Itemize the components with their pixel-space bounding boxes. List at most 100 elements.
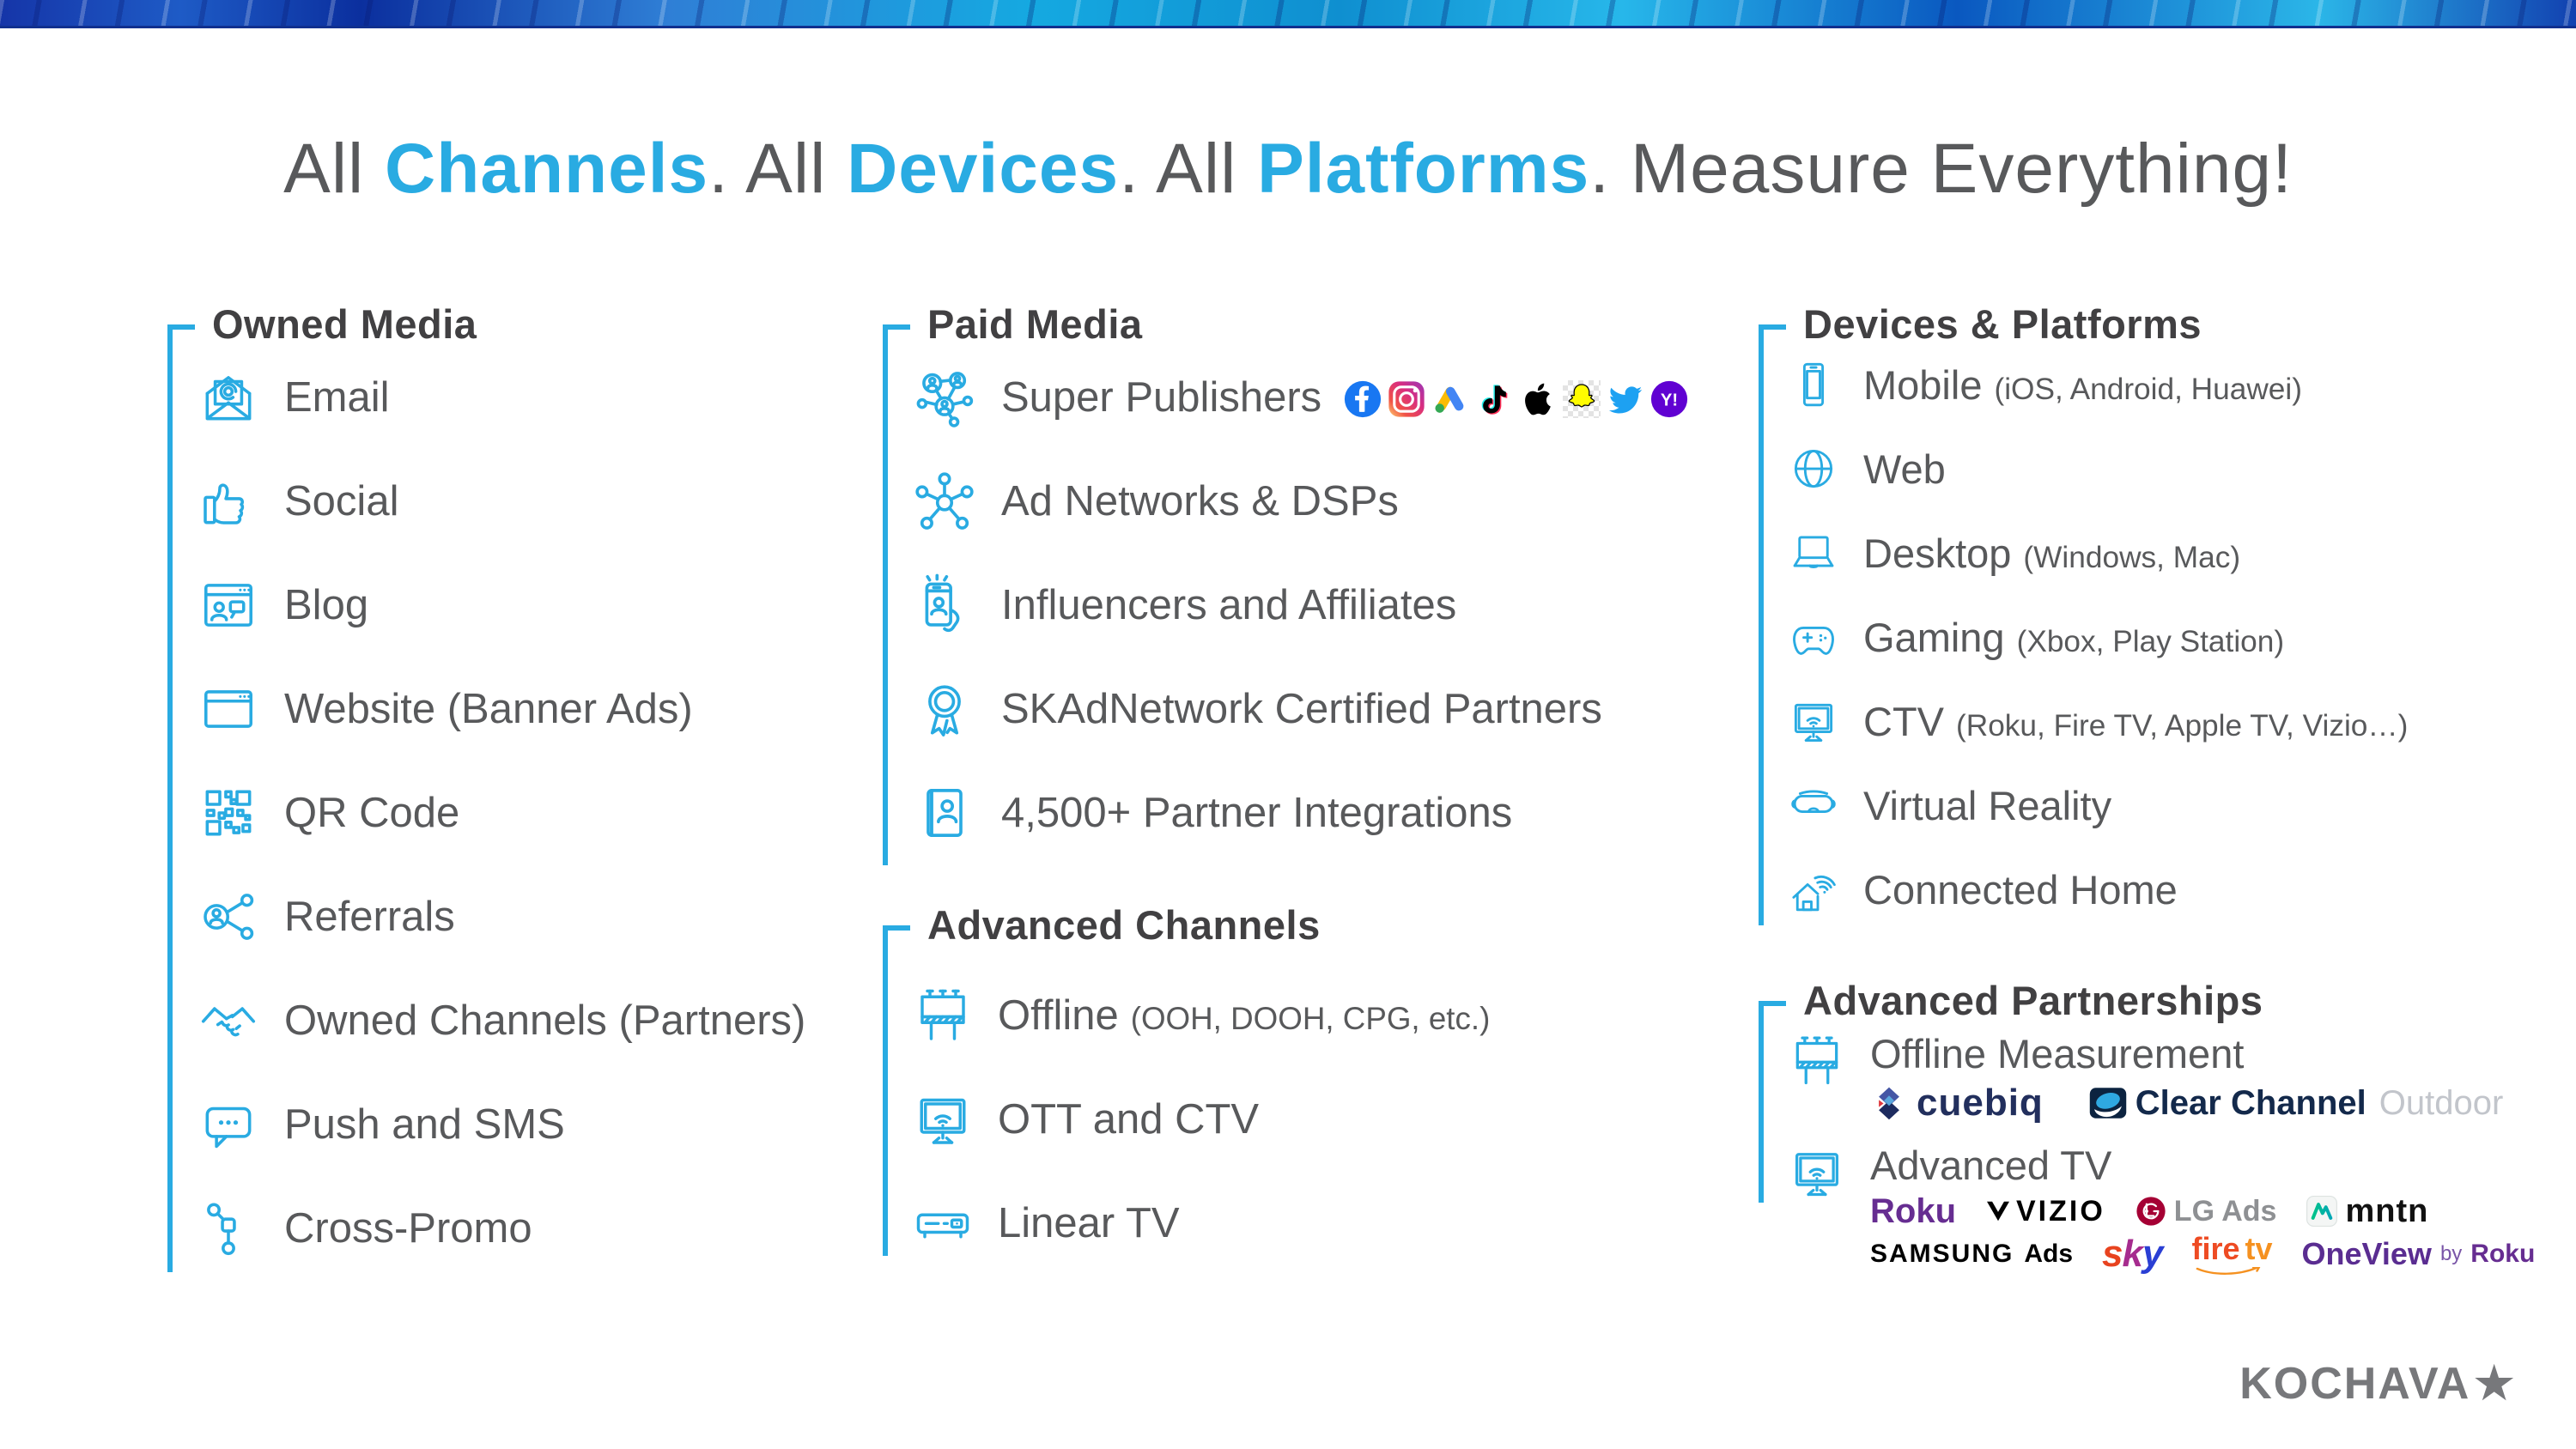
item-label-line: Offline (OOH, DOOH, CPG, etc.): [998, 991, 1490, 1040]
item-note: (iOS, Android, Huawei): [1994, 372, 2302, 406]
qr-code-icon: [197, 781, 260, 845]
item-note: (Roku, Fire TV, Apple TV, Vizio…): [1956, 708, 2409, 743]
section-paid-media: Paid Media Super Publishers Y! Ad Networks…: [883, 302, 1688, 865]
item-body: Cross-Promo: [284, 1204, 532, 1252]
billboard-icon: [912, 985, 974, 1046]
item-label: Ad Networks & DSPs: [1001, 477, 1399, 524]
cuebiq-logo: cuebiq: [1870, 1082, 2044, 1125]
item-body: 4,500+ Partner Integrations: [1001, 789, 1512, 837]
twitter-icon: [1607, 380, 1644, 418]
samsung-ads-logo-text: Ads: [2024, 1240, 2074, 1268]
list-item: Offline (OOH, DOOH, CPG, etc.): [912, 963, 1490, 1067]
smart-home-icon: [1788, 864, 1839, 915]
item-label-line: Super Publishers Y!: [1001, 373, 1688, 421]
item-label: Influencers and Affiliates: [1001, 581, 1457, 628]
item-note: (Windows, Mac): [2023, 540, 2241, 574]
brand-icons-row: Y!: [1344, 379, 1688, 418]
tv-wifi-icon: [912, 1088, 974, 1150]
section-title: Owned Media: [212, 301, 477, 347]
title-text: . All: [708, 130, 848, 208]
list-item: SKAdNetwork Certified Partners: [912, 657, 1688, 761]
item-body: Email: [284, 373, 390, 421]
list-item: Blog: [197, 553, 805, 657]
item-body: Connected Home: [1863, 866, 2178, 913]
mntn-logo-text: mntn: [2345, 1192, 2429, 1229]
item-label: Offline Measurement: [1870, 1030, 2245, 1076]
list-item: Ad Networks & DSPs: [912, 449, 1688, 553]
item-label: Push and SMS: [284, 1100, 565, 1148]
item-label: Linear TV: [998, 1199, 1180, 1246]
item-body: Virtual Reality: [1863, 782, 2111, 829]
item-label: Blog: [284, 581, 369, 628]
item-body: Mobile (iOS, Android, Huawei): [1863, 361, 2302, 409]
item-label-line: Virtual Reality: [1863, 782, 2111, 829]
item-note: (OOH, DOOH, CPG, etc.): [1130, 1000, 1491, 1036]
items-list: Email Social Blog Website (Banner Ads) QR Co…: [197, 345, 805, 1280]
list-item: Mobile (iOS, Android, Huawei): [1788, 343, 2408, 427]
section-advanced-channels: Advanced Channels Offline (OOH, DOOH, CPG…: [883, 902, 1552, 1256]
lg-ads-logo: LG Ads: [2135, 1194, 2277, 1228]
item-label-line: Gaming (Xbox, Play Station): [1863, 614, 2284, 661]
item-body: QR Code: [284, 789, 459, 837]
svg-text:Y!: Y!: [1661, 391, 1678, 409]
list-item: Gaming (Xbox, Play Station): [1788, 595, 2408, 679]
thumbs-up-icon: [197, 470, 260, 533]
page-title: All Channels. All Devices. All Platforms…: [0, 129, 2576, 209]
title-keyword: Channels: [385, 130, 709, 208]
list-item: Connected Home: [1788, 847, 2408, 931]
instagram-icon: [1388, 380, 1425, 418]
items-list: Super Publishers Y! Ad Networks & DSPs Infl…: [912, 345, 1688, 864]
item-body: Desktop (Windows, Mac): [1863, 530, 2240, 577]
samsung-ads-logo: SAMSUNG Ads: [1870, 1240, 2073, 1269]
item-label-line: OTT and CTV: [998, 1095, 1259, 1143]
item-body: OTT and CTV: [998, 1095, 1259, 1143]
title-keyword: Platforms: [1257, 130, 1590, 208]
vizio-emblem-icon: [1985, 1200, 2011, 1222]
list-item: Offline Measurement cuebiq Clear Channel Ou…: [1788, 1028, 2535, 1128]
item-label-line: Owned Channels (Partners): [284, 997, 805, 1045]
tiktok-icon: [1475, 380, 1513, 418]
item-label: Offline: [998, 991, 1119, 1039]
kochava-wordmark: KOCHAVA: [2239, 1359, 2471, 1409]
section-title: Advanced Channels: [927, 902, 1321, 948]
influencer-icon: [912, 573, 977, 638]
item-body: Blog: [284, 581, 368, 629]
item-label: Gaming: [1863, 614, 2005, 660]
clear-channel-outdoor-emblem-icon: [2088, 1086, 2128, 1120]
oneview-logo-text: by: [2439, 1242, 2463, 1265]
bracket-line: [1759, 324, 1786, 925]
billboard-icon: [1788, 1032, 1846, 1090]
roku-logo: Roku: [1870, 1192, 1956, 1231]
item-label: 4,500+ Partner Integrations: [1001, 789, 1513, 836]
list-item: Web: [1788, 427, 2408, 511]
item-body: Offline Measurement cuebiq Clear Channel Ou…: [1870, 1028, 2503, 1128]
award-icon: [912, 676, 977, 742]
item-body: Linear TV: [998, 1199, 1180, 1247]
bracket-line: [1759, 1001, 1786, 1203]
cuebiq-emblem-icon: [1870, 1084, 1908, 1122]
item-label: Mobile: [1863, 361, 1983, 408]
item-label: Social: [284, 477, 399, 524]
list-item: Advanced TV Roku VIZIO LG Ads mntn SAMSUNG Ads…: [1788, 1140, 2535, 1276]
samsung-ads-logo-text: SAMSUNG: [1870, 1240, 2014, 1268]
list-item: QR Code: [197, 761, 805, 864]
list-item: OTT and CTV: [912, 1067, 1490, 1171]
item-body: SKAdNetwork Certified Partners: [1001, 685, 1602, 733]
handshake-icon: [197, 989, 260, 1052]
yahoo-icon: Y!: [1650, 380, 1688, 418]
smartphone-icon: [1788, 359, 1839, 410]
section-advanced-partnerships: Advanced Partnerships Offline Measuremen…: [1759, 978, 2574, 1275]
item-label: Referrals: [284, 893, 455, 940]
sky-logo-text: k: [2122, 1233, 2144, 1275]
tv-wifi-icon: [1788, 695, 1839, 747]
sky-logo-text: s: [2102, 1233, 2123, 1275]
lg-ads-logo-text: LG Ads: [2173, 1194, 2277, 1228]
fire-tv-logo-text: tv: [2245, 1231, 2273, 1266]
item-body: Owned Channels (Partners): [284, 997, 805, 1045]
header-banner-image: [0, 0, 2576, 28]
roku-logo-text: Roku: [1870, 1191, 1956, 1230]
section-title: Advanced Partnerships: [1803, 978, 2263, 1023]
oneview-logo-text: Roku: [2470, 1240, 2536, 1268]
item-note: (Xbox, Play Station): [2016, 624, 2285, 658]
